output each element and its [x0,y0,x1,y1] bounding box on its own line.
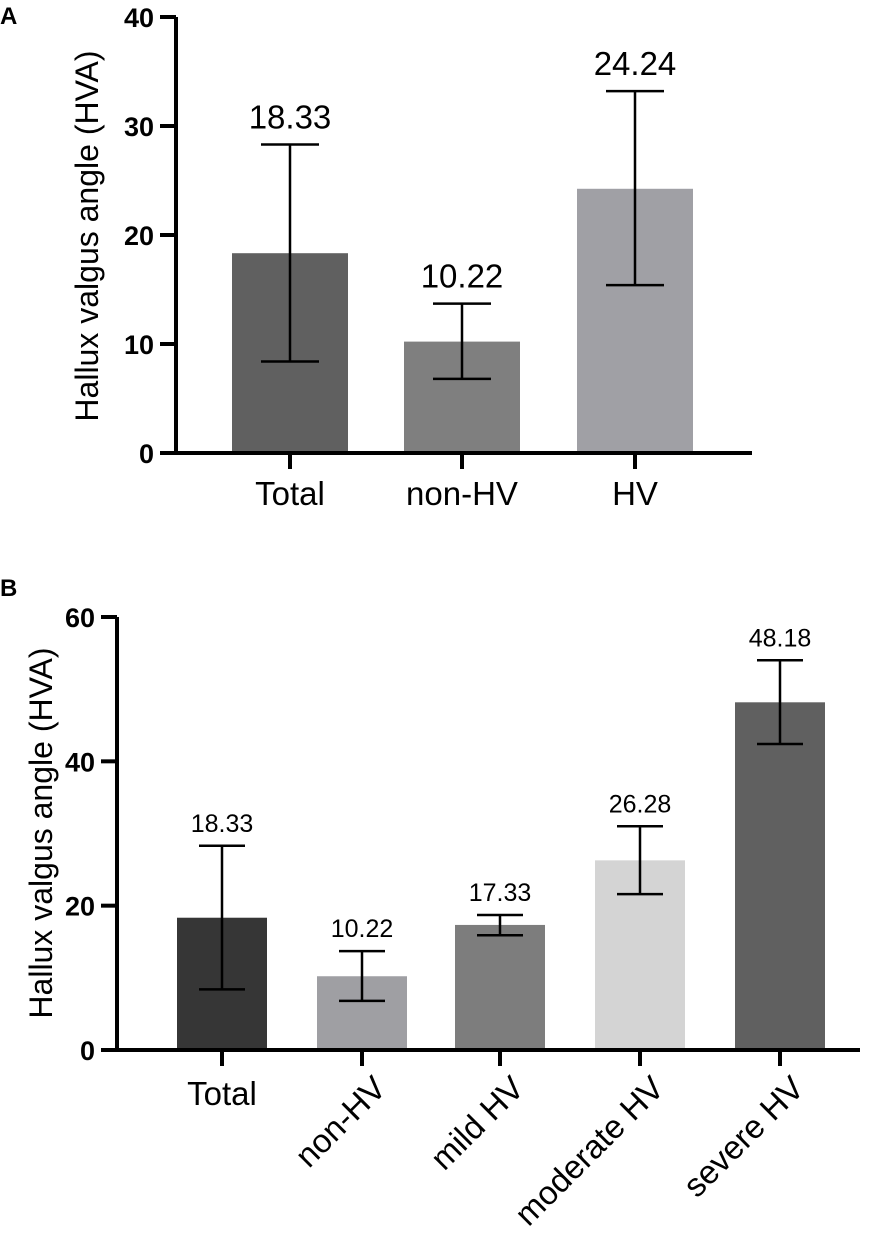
panel-b: B Hallux valgus angle (HVA) 0 20 40 60 18.3… [0,575,860,1232]
category-label-non-hv: non-HV [288,1069,393,1174]
panel-a-error-bars [261,89,664,381]
panel-b-y-tick-label: 0 [80,1036,95,1066]
panel-b-error-bars [199,659,803,1003]
error-bar-total [261,143,319,363]
category-label-severe-hv: severe HV [676,1069,811,1204]
panel-a-bars [232,188,693,453]
error-bar-non-hv [339,949,385,1003]
category-label-hv: HV [612,475,658,512]
panel-a-y-ticks: 0 10 20 30 40 [124,3,176,469]
category-label-non-hv: non-HV [406,475,518,512]
category-label-total: Total [255,475,325,512]
value-label-total: 18.33 [249,99,332,136]
panel-b-value-labels: 18.33 10.22 17.33 26.28 48.18 [191,624,812,943]
value-label-mild-hv: 17.33 [469,879,532,907]
value-label-non-hv: 10.22 [331,915,394,943]
panel-b-bars [177,702,825,1050]
panel-a-letter: A [0,3,17,30]
panel-a-value-labels: 18.33 10.22 24.24 [249,45,677,295]
bar-mild-hv [455,924,545,1050]
panel-a-y-tick-label: 10 [124,330,154,360]
panel-a: A Hallux valgus angle (HVA) 0 10 20 30 40 18… [0,3,752,512]
category-label-mild-hv: mild HV [423,1069,531,1177]
panel-b-axes [115,617,860,1052]
error-bar-non-hv [433,302,491,381]
value-label-moderate-hv: 26.28 [609,790,672,818]
bar-severe-hv [735,702,825,1050]
panel-b-y-ticks: 0 20 40 60 [65,603,117,1066]
panel-a-axes [174,17,752,455]
panel-a-y-tick-label: 30 [124,112,154,142]
panel-b-y-axis-title: Hallux valgus angle (HVA) [23,647,59,1018]
error-bar-total [199,844,245,991]
value-label-severe-hv: 48.18 [749,624,812,652]
panel-a-category-labels: Total non-HV HV [255,453,658,512]
panel-b-y-tick-label: 60 [65,603,95,633]
error-bar-severe-hv [757,659,803,746]
error-bar-mild-hv [477,913,523,937]
error-bar-hv [606,89,664,287]
category-label-total: Total [187,1075,257,1112]
panel-b-y-tick-label: 20 [65,892,95,922]
panel-a-y-tick-label: 0 [139,439,154,469]
value-label-hv: 24.24 [594,45,677,82]
panel-b-letter: B [0,575,17,602]
panel-a-y-axis-title: Hallux valgus angle (HVA) [69,50,105,421]
value-label-total: 18.33 [191,810,254,838]
panel-a-y-tick-label: 40 [124,3,154,33]
value-label-non-hv: 10.22 [421,258,504,295]
category-label-moderate-hv: moderate HV [507,1069,671,1233]
panel-b-y-tick-label: 40 [65,747,95,777]
error-bar-moderate-hv [617,825,663,896]
panel-a-y-tick-label: 20 [124,221,154,251]
